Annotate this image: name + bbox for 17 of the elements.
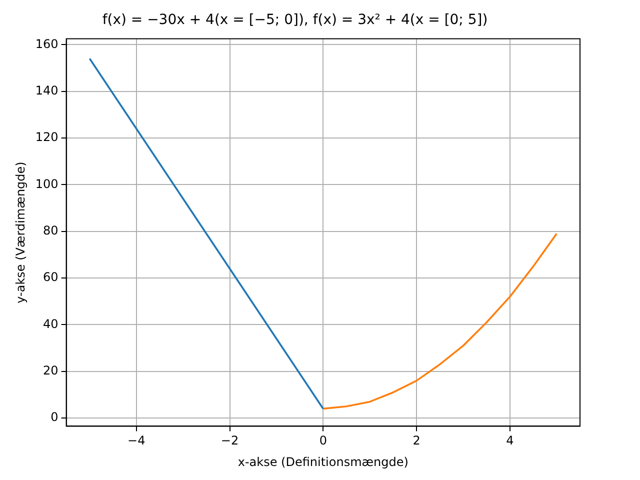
- y-tick-label: 20: [43, 363, 58, 378]
- y-tick-label: 80: [43, 223, 58, 238]
- x-tick-label: 4: [506, 434, 514, 448]
- y-tick-label: 160: [35, 36, 58, 51]
- y-tick-label: 40: [43, 316, 58, 331]
- y-tick-label: 120: [35, 130, 58, 144]
- x-axis-title: x-akse (Definitionsmængde): [238, 454, 408, 469]
- y-tick-label: 0: [50, 410, 58, 424]
- y-tick-label: 100: [35, 176, 58, 191]
- x-tick-label: −2: [220, 434, 239, 448]
- y-axis-title: y-akse (Værdimængde): [13, 162, 28, 304]
- x-tick-label: −4: [128, 434, 146, 448]
- x-tick-label: 0: [319, 434, 327, 448]
- y-tick-label: 140: [35, 83, 58, 98]
- y-tick-label: 60: [43, 270, 58, 284]
- chart-title: f(x) = −30x + 4(x = [−5; 0]), f(x) = 3x² + 4(x = [0; 5]): [102, 12, 488, 28]
- x-tick-label: 2: [412, 434, 420, 448]
